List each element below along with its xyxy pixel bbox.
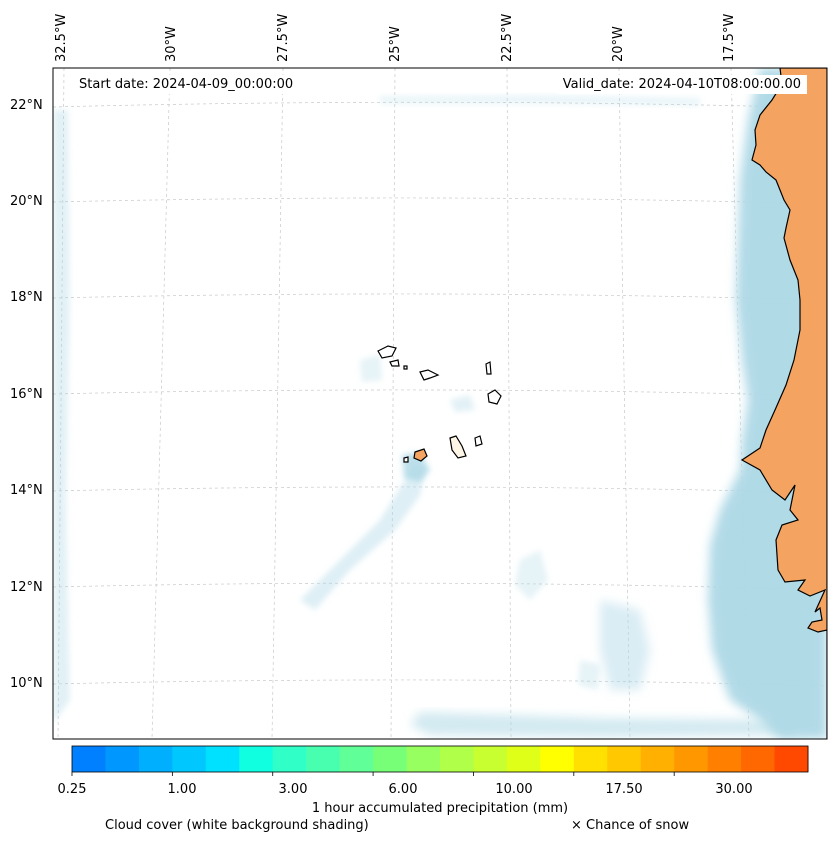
lon-label-25w: 25°W	[388, 26, 403, 62]
colorbar-tick-label: 6.00	[388, 782, 418, 797]
meridian-27.5w	[271, 68, 284, 739]
colorbar-tick-label: 17.50	[605, 782, 643, 797]
island-brava	[403, 456, 409, 463]
lat-label-14n: 14°N	[10, 483, 43, 498]
cloud-south-band	[410, 712, 800, 737]
parallel-22n	[53, 101, 827, 109]
colorbar-segment	[205, 746, 240, 772]
colorbar-tick-label: 3.00	[278, 782, 308, 797]
colorbar-tick-label: 10.00	[495, 782, 533, 797]
colorbar-segment	[105, 746, 140, 772]
colorbar-segment	[406, 746, 441, 772]
cloud-scattered-1	[450, 395, 475, 412]
lon-label-30w: 30°W	[164, 26, 179, 62]
island-santiago	[449, 435, 467, 459]
cape-verde-islands	[377, 345, 502, 463]
colorbar-segment	[373, 746, 408, 772]
colorbar-segment	[138, 746, 173, 772]
start-date-label: Start date: 2024-04-09_00:00:00	[73, 75, 300, 94]
colorbar-segment	[172, 746, 207, 772]
colorbar-segment	[239, 746, 274, 772]
cloud-top-band	[380, 95, 700, 106]
africa-mainland	[740, 68, 827, 739]
cloud-cover-legend: Cloud cover (white background shading)	[105, 818, 369, 833]
island-sao-vicente	[389, 359, 400, 367]
colorbar-segment	[506, 746, 541, 772]
colorbar-ticks	[71, 772, 675, 776]
cloud-west-edge	[53, 110, 70, 720]
meridian-30w	[151, 68, 171, 739]
lat-label-16n: 16°N	[10, 387, 43, 402]
island-sal	[485, 361, 492, 375]
colorbar-segment	[607, 746, 642, 772]
lon-label-32.5w: 32.5°W	[54, 13, 69, 62]
lon-label-17.5w: 17.5°W	[722, 13, 737, 62]
colorbar-title: 1 hour accumulated precipitation (mm)	[311, 801, 569, 816]
colorbar-frame	[71, 745, 809, 773]
colorbar-tick-label: 30.00	[715, 782, 753, 797]
map-frame	[52, 67, 828, 740]
colorbar-segment	[272, 746, 307, 772]
colorbar-segment	[540, 746, 575, 772]
valid-date-label: Valid_date: 2024-04-10T08:00:00.00	[556, 75, 807, 94]
colorbar-segment	[306, 746, 341, 772]
island-sao-nicolau	[419, 369, 440, 381]
island-fogo	[413, 448, 428, 462]
snow-legend: × Chance of snow	[571, 818, 690, 833]
island-santa-luzia	[403, 365, 408, 370]
colorbar-segment	[339, 746, 374, 772]
cloud-scattered-2	[515, 550, 548, 600]
colorbar-segment	[640, 746, 675, 772]
meridian-22.5w	[506, 68, 512, 739]
colorbar-segment	[707, 746, 742, 772]
colorbar-segment	[573, 746, 608, 772]
cloud-streak-sw	[300, 462, 425, 610]
parallel-16n	[53, 389, 827, 397]
lon-label-27.5w: 27.5°W	[276, 13, 291, 62]
colorbar-segment	[774, 746, 809, 772]
parallel-20n	[53, 197, 827, 205]
colorbar-segment	[674, 746, 709, 772]
parallel-14n	[53, 486, 827, 494]
colorbar-tick-label: 1.00	[167, 782, 197, 797]
colorbar-segment	[741, 746, 776, 772]
parallel-18n	[53, 293, 827, 301]
lat-label-10n: 10°N	[10, 676, 43, 691]
meridian-25w	[390, 68, 396, 739]
cloud-scattered-4	[360, 355, 382, 382]
lon-label-20w: 20°W	[611, 26, 626, 62]
lat-label-20n: 20°N	[10, 194, 43, 209]
colorbar	[72, 746, 809, 772]
colorbar-segment	[72, 746, 106, 772]
cloud-south-patch	[600, 600, 650, 690]
island-maio	[474, 435, 483, 447]
cloud-scattered-3	[578, 660, 600, 690]
parallel-10n	[53, 679, 827, 687]
colorbar-segment	[440, 746, 474, 772]
parallel-12n	[53, 582, 827, 591]
colorbar-segment	[473, 746, 508, 772]
map-area	[53, 68, 827, 739]
colorbar-tick-label: 0.25	[57, 782, 87, 797]
lat-label-18n: 18°N	[10, 290, 43, 305]
island-santo-antao	[377, 345, 397, 359]
lat-label-12n: 12°N	[10, 580, 43, 595]
island-boa-vista	[487, 389, 502, 405]
lat-label-22n: 22°N	[10, 98, 43, 113]
lon-label-22.5w: 22.5°W	[500, 13, 515, 62]
